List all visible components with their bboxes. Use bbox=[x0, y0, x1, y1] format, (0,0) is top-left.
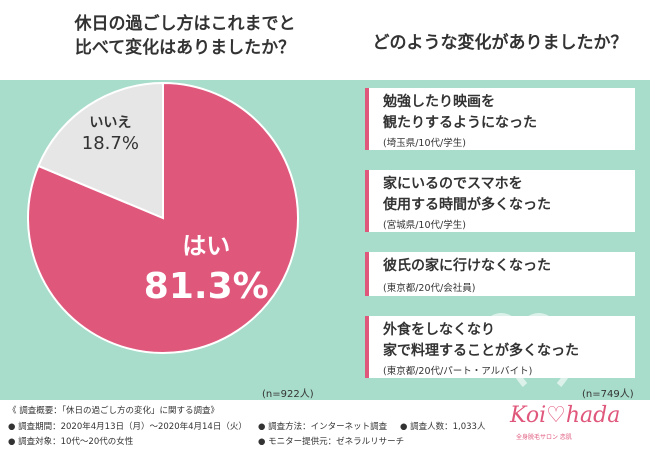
slice-label: いいえ bbox=[89, 115, 131, 131]
change-card: 勉強したり映画を 観たりするようになった (埼玉県/10代/学生) bbox=[365, 88, 635, 150]
card-answer-line2: 使用する時間が多くなった bbox=[383, 197, 551, 213]
logo-text: Koi♡hada bbox=[510, 403, 621, 428]
pie-chart: はい 81.3% いいえ 18.7% bbox=[27, 81, 299, 354]
survey-summary: 《 調査概要：「休日の過ごし方の変化」に関する調査》 ● 調査期間：2020年4… bbox=[0, 400, 650, 450]
summary-count: ● 調査人数：1,033人 bbox=[400, 422, 486, 432]
card-respondent: (埼玉県/10代/学生) bbox=[383, 138, 466, 149]
card-accent-bar bbox=[365, 170, 369, 232]
question-right: どのような変化がありましたか？ bbox=[372, 33, 628, 53]
card-answer-line1: 外食をしなくなり bbox=[383, 322, 495, 338]
summary-provider: ● モニター提供元：ゼネラルリサーチ bbox=[258, 437, 405, 447]
summary-target: ● 調査対象：10代〜20代の女性 bbox=[8, 437, 134, 447]
summary-period: ● 調査期間：2020年4月13日（月）〜2020年4月14日（火） bbox=[8, 422, 247, 432]
change-card: 彼氏の家に行けなくなった (東京都/20代/会社員) bbox=[365, 252, 635, 296]
pie-slice-no bbox=[37, 81, 164, 220]
card-answer-line1: 彼氏の家に行けなくなった bbox=[383, 258, 551, 274]
brand-logo: Koi♡hada 全身脱毛サロン 恋肌 bbox=[510, 403, 620, 443]
change-card: 家にいるのでスマホを 使用する時間が多くなった (宮城県/10代/学生) bbox=[365, 170, 635, 232]
card-answer-line1: 家にいるのでスマホを bbox=[383, 176, 523, 192]
header: 休日の過ごし方はこれまでと 比べて変化はありましたか？ どのような変化がありまし… bbox=[0, 0, 650, 80]
question-left: 休日の過ごし方はこれまでと 比べて変化はありましたか？ bbox=[40, 12, 330, 60]
logo-subtitle: 全身脱毛サロン 恋肌 bbox=[516, 434, 572, 441]
changes-sample-size: (n=749人) bbox=[582, 389, 634, 400]
card-respondent: (東京都/20代/会社員) bbox=[383, 283, 476, 294]
question-left-line2: 比べて変化はありましたか？ bbox=[74, 38, 296, 58]
slice-label: はい bbox=[182, 232, 230, 260]
card-answer-line1: 勉強したり映画を bbox=[383, 94, 495, 110]
summary-title: 《 調査概要：「休日の過ごし方の変化」に関する調査》 bbox=[8, 406, 219, 416]
summary-method: ● 調査方法：インターネット調査 bbox=[258, 422, 388, 432]
slice-value-label: 18.7% bbox=[82, 133, 139, 154]
card-accent-bar bbox=[365, 88, 369, 150]
card-respondent: (東京都/20代/パート・アルバイト) bbox=[383, 366, 533, 377]
card-answer-line2: 観たりするようになった bbox=[383, 115, 537, 131]
pie-sample-size: (n=922人) bbox=[262, 389, 314, 400]
card-accent-bar bbox=[365, 252, 369, 296]
change-card: 外食をしなくなり 家で料理することが多くなった (東京都/20代/パート・アルバ… bbox=[365, 316, 635, 378]
card-accent-bar bbox=[365, 316, 369, 378]
card-respondent: (宮城県/10代/学生) bbox=[383, 220, 466, 231]
card-answer-line2: 家で料理することが多くなった bbox=[383, 343, 579, 359]
slice-value-label: 81.3% bbox=[144, 266, 269, 307]
question-left-line1: 休日の過ごし方はこれまでと bbox=[74, 14, 296, 34]
